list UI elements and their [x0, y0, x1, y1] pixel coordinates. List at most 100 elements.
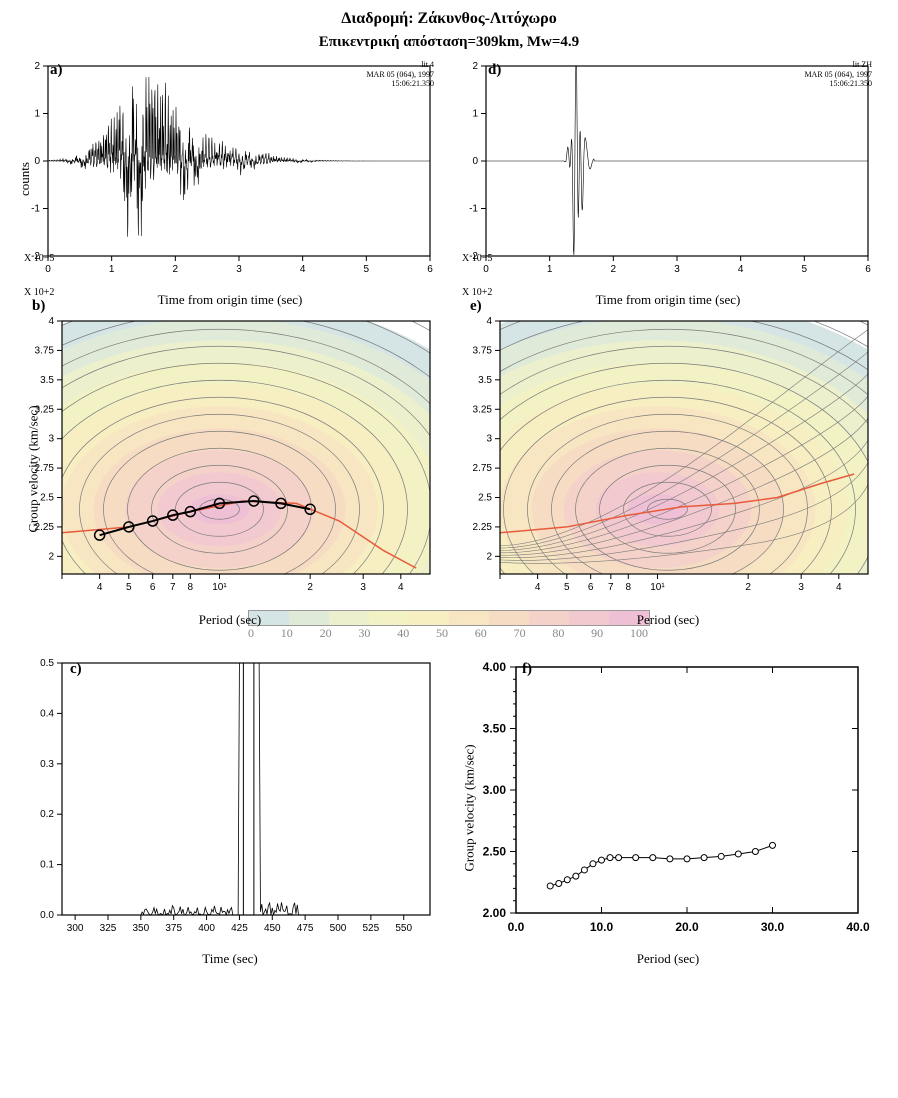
panel-a: a) lit 4MAR 05 (064), 199715:06:21.350 0…	[20, 56, 440, 286]
panel-d-xscale: X 10+2	[462, 287, 492, 298]
svg-text:10¹: 10¹	[650, 582, 665, 593]
svg-text:4.00: 4.00	[483, 660, 507, 674]
svg-text:3: 3	[236, 264, 242, 275]
svg-text:0.4: 0.4	[40, 708, 54, 719]
panel-a-xscale: X 10+2	[24, 287, 54, 298]
svg-text:5: 5	[564, 582, 570, 593]
svg-text:3: 3	[48, 434, 54, 445]
svg-text:5: 5	[802, 264, 808, 275]
panel-b-label: b)	[32, 298, 45, 315]
svg-text:3.25: 3.25	[473, 404, 493, 415]
svg-text:2: 2	[472, 61, 478, 72]
svg-text:2: 2	[34, 61, 40, 72]
panel-b: b) 22.252.52.7533.253.53.7544567810¹234 …	[20, 316, 440, 606]
svg-text:0.1: 0.1	[40, 860, 54, 871]
svg-text:5: 5	[364, 264, 370, 275]
panel-b-xlabel: Period (sec)	[199, 612, 261, 628]
svg-text:10¹: 10¹	[212, 582, 227, 593]
colorbar: 0102030405060708090100	[0, 606, 898, 645]
panel-a-label: a)	[50, 62, 63, 79]
svg-text:0.0: 0.0	[40, 910, 54, 921]
svg-text:3.5: 3.5	[478, 375, 492, 386]
svg-text:-1: -1	[469, 204, 478, 215]
panel-a-metadata: lit 4MAR 05 (064), 199715:06:21.350	[366, 60, 434, 89]
svg-text:3.75: 3.75	[35, 345, 55, 356]
svg-text:2: 2	[611, 264, 617, 275]
svg-text:2: 2	[307, 582, 313, 593]
svg-text:7: 7	[608, 582, 614, 593]
svg-text:-1: -1	[31, 204, 40, 215]
panel-e-label: e)	[470, 298, 482, 315]
svg-text:3: 3	[486, 434, 492, 445]
svg-text:8: 8	[626, 582, 632, 593]
svg-text:525: 525	[363, 923, 380, 934]
svg-text:4: 4	[97, 582, 103, 593]
panel-f-ylabel: Group velocity (km/sec)	[462, 744, 478, 871]
svg-text:30.0: 30.0	[761, 920, 785, 934]
svg-text:0: 0	[483, 264, 489, 275]
svg-text:1: 1	[547, 264, 553, 275]
panel-d-label: d)	[488, 62, 501, 79]
svg-text:0: 0	[34, 156, 40, 167]
svg-text:450: 450	[264, 923, 281, 934]
svg-text:2.5: 2.5	[478, 493, 492, 504]
svg-text:500: 500	[330, 923, 347, 934]
svg-text:7: 7	[170, 582, 176, 593]
panel-d-metadata: lit ZHMAR 05 (064), 199715:06:21.350	[804, 60, 872, 89]
svg-text:350: 350	[133, 923, 150, 934]
svg-text:3.75: 3.75	[473, 345, 493, 356]
svg-text:1: 1	[109, 264, 115, 275]
svg-text:3: 3	[360, 582, 366, 593]
svg-text:2.25: 2.25	[473, 522, 493, 533]
svg-text:3.5: 3.5	[40, 375, 54, 386]
svg-text:6: 6	[865, 264, 871, 275]
panel-d-xlabel: Time from origin time (sec)	[596, 292, 741, 308]
svg-text:325: 325	[100, 923, 117, 934]
svg-text:475: 475	[297, 923, 314, 934]
panel-a-yscale: X 10−5	[24, 253, 54, 264]
svg-text:4: 4	[398, 582, 404, 593]
svg-text:0.3: 0.3	[40, 759, 54, 770]
svg-text:6: 6	[427, 264, 433, 275]
panel-f-xlabel: Period (sec)	[637, 951, 699, 967]
svg-text:375: 375	[165, 923, 182, 934]
svg-text:1: 1	[472, 109, 478, 120]
panel-f: f) 2.002.503.003.504.000.010.020.030.040…	[458, 655, 878, 945]
svg-text:6: 6	[588, 582, 594, 593]
page-title-2: Επικεντρική απόσταση=309km, Mw=4.9	[0, 34, 898, 51]
svg-text:4: 4	[300, 264, 306, 275]
svg-text:2: 2	[173, 264, 179, 275]
svg-text:40.0: 40.0	[846, 920, 870, 934]
svg-text:5: 5	[126, 582, 132, 593]
svg-text:2.5: 2.5	[40, 493, 54, 504]
svg-text:4: 4	[738, 264, 744, 275]
panel-e: e) 22.252.52.7533.253.53.7544567810¹234 …	[458, 316, 878, 606]
panel-f-label: f)	[522, 661, 532, 678]
panel-d: d) lit ZHMAR 05 (064), 199715:06:21.350 …	[458, 56, 878, 286]
svg-text:0: 0	[472, 156, 478, 167]
svg-text:0.2: 0.2	[40, 809, 54, 820]
svg-text:1: 1	[34, 109, 40, 120]
svg-text:2.50: 2.50	[483, 845, 507, 859]
svg-text:0: 0	[45, 264, 51, 275]
svg-text:300: 300	[67, 923, 84, 934]
svg-text:2: 2	[745, 582, 751, 593]
svg-text:4: 4	[836, 582, 842, 593]
svg-text:550: 550	[395, 923, 412, 934]
panel-a-ylabel: counts	[17, 162, 33, 196]
panel-c: c) 0.00.10.20.30.40.53003253503754004254…	[20, 655, 440, 945]
svg-text:4: 4	[486, 316, 492, 327]
svg-text:2: 2	[48, 551, 54, 562]
svg-text:0.5: 0.5	[40, 658, 54, 669]
panel-c-label: c)	[70, 661, 82, 678]
svg-text:3: 3	[674, 264, 680, 275]
svg-text:4: 4	[48, 316, 54, 327]
panel-b-ylabel: Group velocity (km/sec)	[26, 405, 42, 532]
svg-text:2: 2	[486, 551, 492, 562]
panel-a-xlabel: Time from origin time (sec)	[158, 292, 303, 308]
svg-text:2.00: 2.00	[483, 906, 507, 920]
svg-text:425: 425	[231, 923, 248, 934]
svg-text:3.00: 3.00	[483, 783, 507, 797]
panel-e-xlabel: Period (sec)	[637, 612, 699, 628]
svg-text:20.0: 20.0	[675, 920, 699, 934]
